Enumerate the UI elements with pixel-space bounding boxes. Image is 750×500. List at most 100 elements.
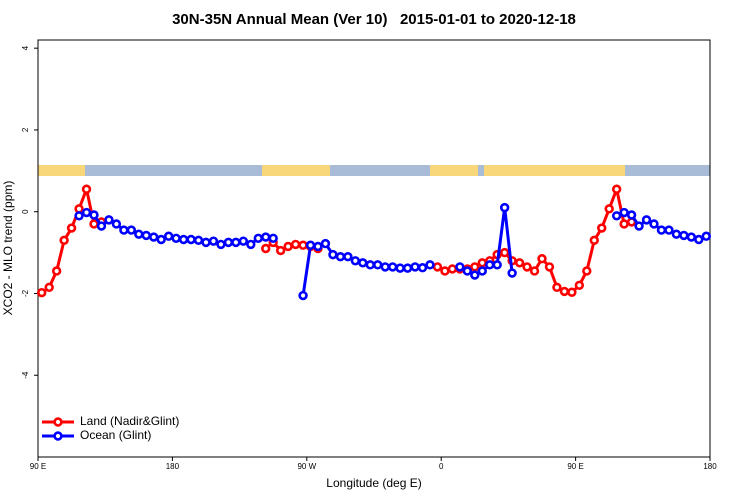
data-point — [544, 262, 555, 272]
data-point — [365, 260, 375, 270]
data-point — [485, 260, 495, 270]
y-tick-label: 4 — [21, 45, 30, 50]
data-point — [335, 251, 346, 262]
data-point — [268, 233, 278, 243]
data-point — [171, 233, 181, 243]
data-point — [597, 223, 607, 233]
data-point — [417, 263, 428, 273]
data-point — [432, 262, 443, 272]
data-point — [313, 241, 323, 252]
data-point — [649, 219, 659, 229]
x-tick-label: 0 — [439, 462, 444, 471]
data-point — [447, 264, 458, 274]
data-point — [373, 260, 383, 270]
data-point — [89, 219, 99, 229]
data-point — [261, 243, 271, 254]
data-point — [477, 266, 487, 276]
data-point — [343, 251, 353, 262]
x-tick-label: 90 E — [30, 462, 46, 471]
data-point — [664, 225, 674, 235]
data-point — [238, 236, 249, 246]
data-point — [604, 204, 614, 214]
y-axis-label: XCO2 - MLO trend (ppm) — [1, 181, 15, 316]
legend-marker — [53, 417, 63, 427]
data-point — [470, 270, 480, 280]
data-point — [477, 258, 487, 268]
data-point — [283, 241, 293, 252]
data-point — [387, 262, 398, 272]
data-point — [298, 290, 308, 301]
legend-label: Ocean (Glint) — [80, 428, 151, 442]
data-point — [634, 221, 644, 231]
data-point — [694, 234, 704, 245]
data-point — [395, 263, 405, 273]
data-point — [619, 207, 629, 218]
y-tick-label: -4 — [21, 371, 30, 379]
data-point — [96, 221, 107, 231]
data-point — [686, 232, 697, 242]
data-point — [641, 215, 652, 225]
data-point — [611, 184, 622, 194]
x-tick-label: 180 — [166, 462, 180, 471]
data-point — [522, 262, 532, 272]
data-point — [149, 232, 159, 242]
data-point — [514, 258, 525, 268]
data-point — [59, 235, 69, 246]
x-tick-label: 90 E — [567, 462, 583, 471]
data-point — [492, 260, 502, 270]
data-point — [261, 232, 271, 242]
data-point — [656, 225, 667, 235]
data-point — [380, 262, 390, 272]
data-point — [582, 266, 592, 276]
land-ocean-strip — [38, 165, 710, 176]
legend-label: Land (Nadir&Glint) — [80, 414, 179, 428]
data-point — [216, 239, 226, 250]
data-point — [425, 260, 435, 270]
data-point — [89, 210, 99, 220]
data-point — [619, 219, 629, 229]
y-tick-label: 2 — [21, 127, 30, 132]
x-axis-label: Longitude (deg E) — [326, 476, 421, 490]
data-point — [358, 258, 368, 268]
series-line — [40, 183, 632, 294]
data-point — [671, 229, 682, 239]
data-point — [111, 219, 122, 229]
data-point — [552, 282, 562, 293]
data-point — [253, 233, 263, 243]
data-point — [410, 262, 420, 272]
plot-frame — [37, 39, 711, 458]
data-point — [193, 235, 204, 246]
data-point — [455, 262, 465, 272]
data-point — [626, 210, 637, 220]
y-tick-label: 0 — [21, 209, 30, 214]
data-point — [119, 225, 129, 235]
data-point — [701, 231, 711, 241]
data-point — [559, 286, 570, 297]
data-point — [37, 287, 47, 298]
data-point — [402, 263, 413, 273]
data-point — [246, 239, 256, 250]
data-point — [574, 280, 585, 290]
legend-marker — [53, 431, 63, 441]
data-point — [141, 230, 151, 241]
data-point — [499, 247, 510, 258]
data-point — [223, 237, 234, 248]
data-point — [44, 282, 54, 293]
data-point — [66, 223, 77, 233]
data-point — [104, 215, 114, 225]
data-point — [298, 240, 308, 250]
data-point — [275, 245, 286, 256]
data-point — [440, 266, 450, 276]
data-point — [51, 266, 62, 276]
data-point — [186, 234, 196, 245]
data-point — [567, 287, 577, 297]
chart-title: 30N-35N Annual Mean (Ver 10) 2015-01-01 … — [172, 11, 576, 28]
series-line — [78, 207, 707, 296]
data-point — [231, 237, 241, 248]
data-point — [201, 237, 211, 248]
data-point — [470, 262, 480, 272]
data-point — [529, 266, 540, 276]
data-point — [350, 256, 361, 266]
data-point — [328, 249, 338, 260]
